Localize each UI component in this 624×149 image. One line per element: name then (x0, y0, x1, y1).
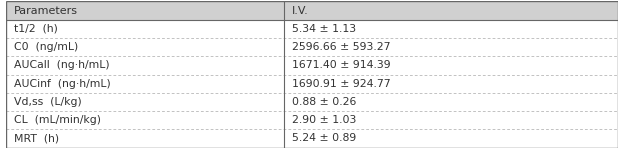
Text: I.V.: I.V. (292, 6, 309, 16)
Text: 5.24 ± 0.89: 5.24 ± 0.89 (292, 133, 356, 143)
Text: Vd,ss  (L/kg): Vd,ss (L/kg) (14, 97, 81, 107)
Bar (6, 111, 618, 129)
Text: 1671.40 ± 914.39: 1671.40 ± 914.39 (292, 60, 391, 70)
Bar (6, 129, 618, 148)
Text: 5.34 ± 1.13: 5.34 ± 1.13 (292, 24, 356, 34)
Bar (6, 20, 618, 38)
Text: CL  (mL/min/kg): CL (mL/min/kg) (14, 115, 100, 125)
Bar (6, 74, 618, 93)
Bar (6, 93, 618, 111)
Text: AUCinf  (ng·h/mL): AUCinf (ng·h/mL) (14, 79, 110, 89)
Text: 2596.66 ± 593.27: 2596.66 ± 593.27 (292, 42, 391, 52)
Text: C0  (ng/mL): C0 (ng/mL) (14, 42, 78, 52)
Bar (6, 56, 618, 74)
Text: t1/2  (h): t1/2 (h) (14, 24, 57, 34)
Text: MRT  (h): MRT (h) (14, 133, 59, 143)
Text: Parameters: Parameters (14, 6, 77, 16)
Bar (6, 1, 618, 20)
Text: 0.88 ± 0.26: 0.88 ± 0.26 (292, 97, 356, 107)
Text: AUCall  (ng·h/mL): AUCall (ng·h/mL) (14, 60, 109, 70)
Text: 1690.91 ± 924.77: 1690.91 ± 924.77 (292, 79, 391, 89)
Text: 2.90 ± 1.03: 2.90 ± 1.03 (292, 115, 356, 125)
Bar (6, 38, 618, 56)
